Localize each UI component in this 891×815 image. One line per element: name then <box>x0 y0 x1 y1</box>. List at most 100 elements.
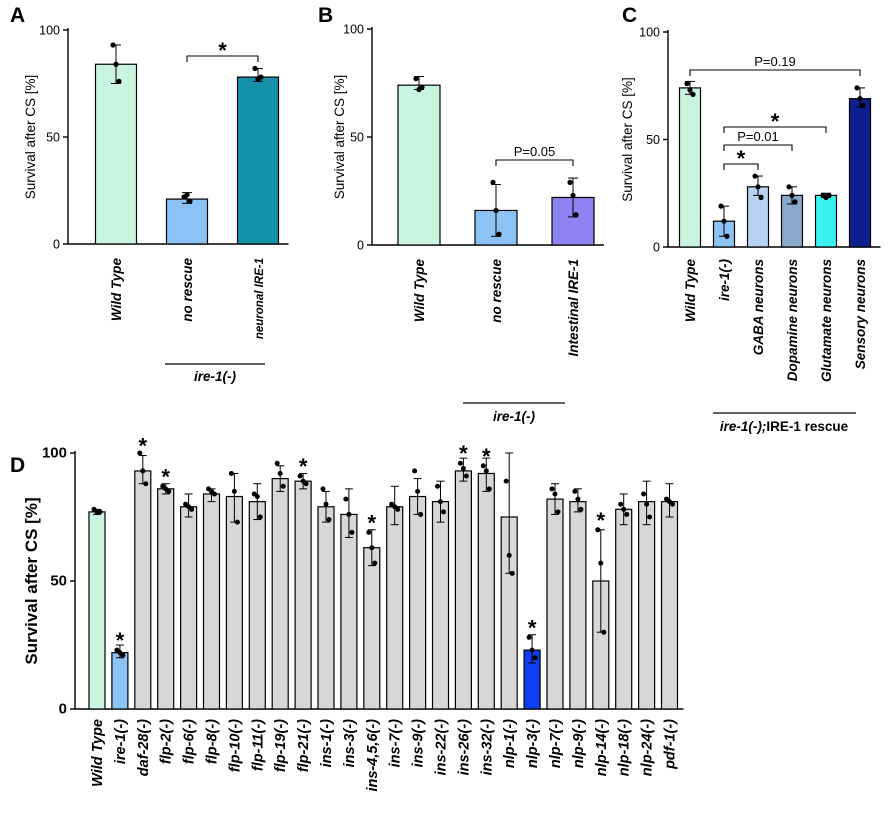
data-point <box>441 509 446 515</box>
significance-bracket <box>186 55 259 62</box>
category-label: daf-28(-) <box>136 719 152 776</box>
data-point <box>438 499 443 505</box>
data-point <box>529 647 535 653</box>
category-label: flp-8(-) <box>205 719 221 764</box>
data-point <box>297 473 303 479</box>
data-point <box>137 450 143 456</box>
data-point <box>618 501 624 507</box>
data-point <box>532 655 538 661</box>
data-point <box>113 61 119 67</box>
group-label: ire-1(-) <box>493 409 536 424</box>
data-point <box>573 212 579 218</box>
data-point <box>860 102 866 108</box>
bar <box>317 506 335 710</box>
data-point <box>231 488 237 494</box>
data-point <box>252 65 258 72</box>
category-label: nlp-7(-) <box>548 719 564 768</box>
category-label: Dopamine neurons <box>785 259 800 382</box>
bar <box>386 506 404 710</box>
data-point <box>460 465 466 471</box>
data-point <box>641 491 647 497</box>
significance-bracket <box>495 159 574 166</box>
data-point <box>575 496 581 502</box>
y-tick-label: 100 <box>39 24 60 38</box>
significance-star: * <box>528 615 537 640</box>
data-point <box>110 42 116 48</box>
significance-star: * <box>116 628 125 653</box>
data-point <box>854 85 860 91</box>
data-point <box>140 468 146 474</box>
y-axis-label: Survival after CS [%] <box>620 77 635 202</box>
data-point <box>718 203 724 209</box>
data-point <box>493 207 499 214</box>
data-point <box>644 501 650 507</box>
bar <box>134 470 152 710</box>
data-point <box>755 184 761 190</box>
significance-star: * <box>218 38 227 63</box>
category-label: nlp-14(-) <box>594 719 610 776</box>
significance-star: * <box>771 109 780 134</box>
data-point <box>320 486 326 492</box>
data-point <box>598 560 604 566</box>
data-point <box>684 81 690 87</box>
category-label: nlp-24(-) <box>640 719 656 776</box>
panel-letter: D <box>10 454 25 477</box>
data-point <box>578 506 584 512</box>
bar <box>546 498 564 710</box>
data-point <box>490 179 496 185</box>
data-point <box>567 179 573 185</box>
group-label: ire-1(-) <box>194 369 237 384</box>
significance-star: * <box>482 444 491 469</box>
data-point <box>758 194 764 201</box>
data-point <box>280 483 286 489</box>
bar <box>477 472 495 710</box>
category-label: ins-26(-) <box>456 719 472 776</box>
bar <box>615 508 633 710</box>
category-label: Sensory neurons <box>853 259 868 370</box>
panel-letter: C <box>622 4 637 27</box>
category-label: ins-9(-) <box>411 719 427 768</box>
significance-star: * <box>299 454 308 479</box>
data-point <box>349 529 355 535</box>
significance-bracket <box>723 144 793 151</box>
category-label: ins-1(-) <box>319 719 335 768</box>
bar <box>202 493 221 710</box>
significance-star: * <box>459 441 468 466</box>
bar <box>569 501 587 710</box>
significance-star: * <box>737 146 746 171</box>
data-point <box>184 192 190 198</box>
y-tick-label: 50 <box>350 131 364 145</box>
category-label: nlp-9(-) <box>571 719 587 768</box>
data-point <box>552 491 558 497</box>
category-label: Wild Type <box>90 719 106 787</box>
data-point <box>506 552 512 558</box>
data-point <box>274 460 280 466</box>
category-label: Wild Type <box>683 259 698 323</box>
data-point <box>572 488 578 494</box>
bar <box>271 478 289 710</box>
data-point <box>483 468 489 474</box>
panel-letter: A <box>10 4 25 27</box>
y-tick-label: 0 <box>357 239 364 253</box>
bar <box>340 513 358 710</box>
panel-c: C Survival after CS [%] 0 50 100 Wild Type ire… <box>620 4 881 434</box>
data-point <box>792 199 798 205</box>
significance-bracket <box>723 126 827 133</box>
y-tick-label: 0 <box>53 238 60 252</box>
data-point <box>570 192 576 198</box>
data-point <box>120 652 126 658</box>
data-point <box>721 218 727 224</box>
y-tick-label: 0 <box>59 701 67 718</box>
panel-a: A Survival after CS [%] 0 50 100 Wild Type no … <box>10 4 289 384</box>
data-point <box>343 496 349 502</box>
category-label: no rescue <box>180 258 195 322</box>
y-axis-label: Survival after CS [%] <box>332 75 347 200</box>
category-label: ins-4,5,6(-) <box>365 719 381 792</box>
category-label: flp-2(-) <box>159 719 175 764</box>
y-tick-label: 50 <box>646 133 660 147</box>
data-point <box>690 91 696 97</box>
data-point <box>419 84 425 90</box>
data-point <box>457 460 463 466</box>
bar <box>236 76 280 245</box>
category-label: ire-1(-) <box>113 719 129 764</box>
